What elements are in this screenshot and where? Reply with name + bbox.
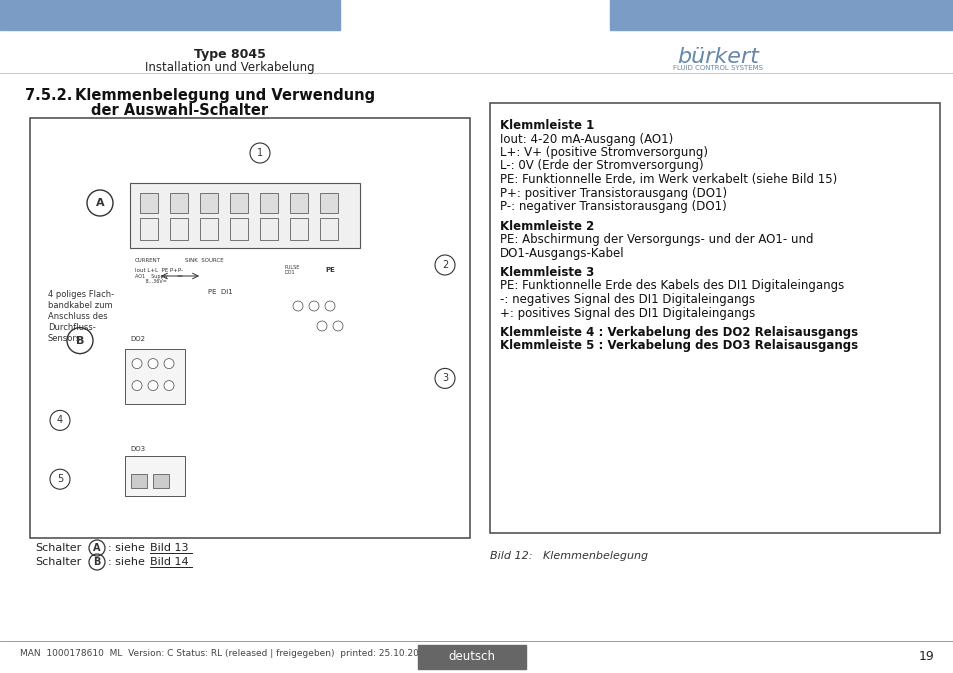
Text: Klemmleiste 5 : Verkabelung des DO3 Relaisausgangs: Klemmleiste 5 : Verkabelung des DO3 Rela… [499, 339, 858, 353]
Bar [230, 218, 248, 240]
Text: der Auswahl-Schalter: der Auswahl-Schalter [91, 103, 268, 118]
Text: Durchfluss-: Durchfluss- [48, 323, 95, 332]
Bar [140, 218, 158, 240]
Bar [609, 0, 953, 30]
Bar [130, 183, 359, 248]
Text: P+: positiver Transistorausgang (DO1): P+: positiver Transistorausgang (DO1) [499, 186, 726, 199]
Text: Anschluss des: Anschluss des [48, 312, 108, 321]
Text: 19: 19 [918, 651, 933, 664]
Text: Klemmleiste 2: Klemmleiste 2 [499, 219, 594, 232]
Bar [290, 193, 308, 213]
Bar [260, 193, 277, 213]
Bar [290, 218, 308, 240]
Text: Type 8045: Type 8045 [193, 48, 266, 61]
Bar [0, 0, 339, 30]
Text: Iout: 4-20 mA-Ausgang (AO1): Iout: 4-20 mA-Ausgang (AO1) [499, 133, 673, 145]
Text: B: B [93, 557, 101, 567]
Text: Bild 12:   Klemmenbelegung: Bild 12: Klemmenbelegung [490, 551, 647, 561]
Text: Schalter: Schalter [35, 543, 81, 553]
Text: bürkert: bürkert [677, 47, 759, 67]
Text: bandkabel zum: bandkabel zum [48, 301, 112, 310]
Text: L+: V+ (positive Stromversorgung): L+: V+ (positive Stromversorgung) [499, 146, 707, 159]
Text: CURRENT: CURRENT [135, 258, 161, 264]
Bar [125, 456, 185, 496]
Text: A: A [93, 543, 101, 553]
Bar [417, 645, 525, 669]
Circle shape [293, 301, 303, 311]
Text: DO1-Ausgangs-Kabel: DO1-Ausgangs-Kabel [499, 246, 624, 260]
Text: PE: Abschirmung der Versorgungs- und der AO1- und: PE: Abschirmung der Versorgungs- und der… [499, 233, 813, 246]
Text: 3: 3 [441, 374, 448, 384]
Text: Bild 13: Bild 13 [150, 543, 189, 553]
Circle shape [164, 381, 173, 390]
Bar [230, 193, 248, 213]
Text: PE  DI1: PE DI1 [208, 289, 233, 295]
Bar [170, 193, 188, 213]
Text: PULSE
DO1: PULSE DO1 [285, 264, 300, 275]
Text: -: negatives Signal des DI1 Digitaleingangs: -: negatives Signal des DI1 Digitaleinga… [499, 293, 755, 306]
Bar [260, 218, 277, 240]
Text: PE: PE [325, 267, 335, 273]
Text: MAN  1000178610  ML  Version: C Status: RL (released | freigegeben)  printed: 25: MAN 1000178610 ML Version: C Status: RL … [20, 649, 430, 658]
Text: : siehe: : siehe [108, 557, 145, 567]
Circle shape [132, 381, 142, 390]
Bar [319, 193, 337, 213]
Bar [200, 218, 218, 240]
Bar [200, 193, 218, 213]
Text: 4 poliges Flach-: 4 poliges Flach- [48, 290, 114, 299]
Text: A: A [95, 198, 104, 208]
Circle shape [316, 321, 327, 331]
Text: AO1    Supply
       8...36V=: AO1 Supply 8...36V= [135, 274, 168, 285]
Circle shape [333, 321, 343, 331]
Text: Klemmleiste 4 : Verkabelung des DO2 Relaisausgangs: Klemmleiste 4 : Verkabelung des DO2 Rela… [499, 326, 858, 339]
Text: B: B [75, 336, 84, 346]
Bar [490, 103, 939, 533]
Text: Klemmenbelegung und Verwendung: Klemmenbelegung und Verwendung [75, 88, 375, 103]
Bar [131, 474, 147, 488]
Circle shape [132, 359, 142, 369]
Text: 1: 1 [256, 148, 263, 158]
Text: DO2: DO2 [130, 336, 145, 342]
Bar [125, 349, 185, 404]
Text: Klemmleiste 1: Klemmleiste 1 [499, 119, 594, 132]
Bar [319, 218, 337, 240]
Text: SINK  SOURCE: SINK SOURCE [185, 258, 223, 264]
Text: Bild 14: Bild 14 [150, 557, 189, 567]
Text: : siehe: : siehe [108, 543, 145, 553]
Text: 5: 5 [57, 474, 63, 484]
Text: +: positives Signal des DI1 Digitaleingangs: +: positives Signal des DI1 Digitaleinga… [499, 306, 755, 320]
Circle shape [325, 301, 335, 311]
Text: PE: Funktionnelle Erde des Kabels des DI1 Digitaleingangs: PE: Funktionnelle Erde des Kabels des DI… [499, 279, 843, 293]
Bar [152, 474, 169, 488]
Text: 4: 4 [57, 415, 63, 425]
Text: 7.5.2.: 7.5.2. [25, 88, 72, 103]
Bar [170, 218, 188, 240]
Circle shape [309, 301, 318, 311]
Text: deutsch: deutsch [448, 651, 495, 664]
Text: Schalter: Schalter [35, 557, 81, 567]
Text: DO3: DO3 [130, 446, 145, 452]
Circle shape [148, 359, 158, 369]
Bar [140, 193, 158, 213]
Text: 2: 2 [441, 260, 448, 270]
Text: Installation und Verkabelung: Installation und Verkabelung [145, 61, 314, 74]
Text: Klemmleiste 3: Klemmleiste 3 [499, 266, 594, 279]
Circle shape [148, 381, 158, 390]
Text: FLUID CONTROL SYSTEMS: FLUID CONTROL SYSTEMS [672, 65, 762, 71]
Circle shape [164, 359, 173, 369]
Text: Iout L+L  PE P+P-: Iout L+L PE P+P- [135, 267, 183, 273]
Bar [30, 118, 470, 538]
Text: P-: negativer Transistorausgang (DO1): P-: negativer Transistorausgang (DO1) [499, 200, 726, 213]
Text: Sensors: Sensors [48, 334, 81, 343]
Text: PE: Funktionnelle Erde, im Werk verkabelt (siehe Bild 15): PE: Funktionnelle Erde, im Werk verkabel… [499, 173, 837, 186]
Text: L-: 0V (Erde der Stromversorgung): L-: 0V (Erde der Stromversorgung) [499, 160, 703, 172]
